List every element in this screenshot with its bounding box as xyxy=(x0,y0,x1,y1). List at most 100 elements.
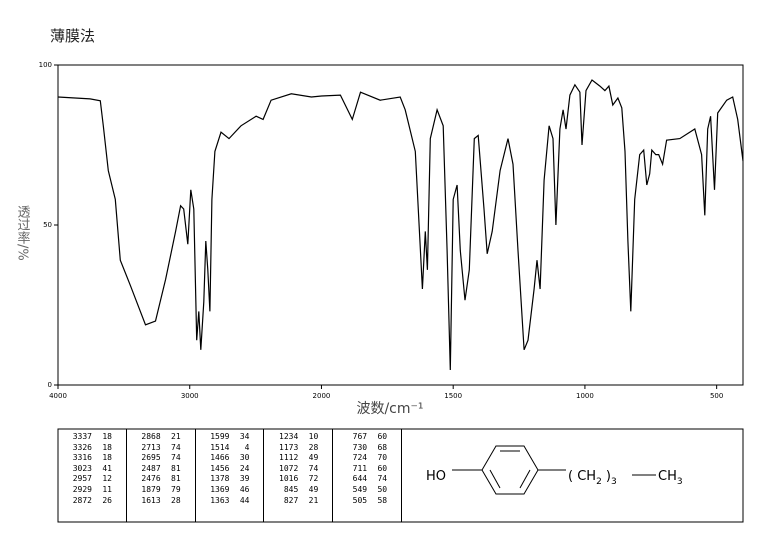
peak-wavenumber: 2957 xyxy=(72,474,92,484)
peak-wavenumber: 2713 xyxy=(141,442,161,452)
peak-entry: 644 74 xyxy=(339,474,401,485)
peak-transmittance: 68 xyxy=(377,442,388,452)
peak-entry: 2487 81 xyxy=(133,464,195,475)
peak-entry: 1016 72 xyxy=(270,474,332,485)
peak-wavenumber: 845 xyxy=(283,484,299,494)
peak-transmittance: 30 xyxy=(239,453,250,463)
peak-wavenumber: 1072 xyxy=(279,463,299,473)
peak-transmittance: 4 xyxy=(244,442,250,452)
peak-wavenumber: 1378 xyxy=(210,474,230,484)
peak-wavenumber: 730 xyxy=(352,442,368,452)
peak-entry: 2929 11 xyxy=(64,485,126,496)
peak-entry: 1466 30 xyxy=(202,453,264,464)
peak-entry: 711 60 xyxy=(339,464,401,475)
peak-wavenumber: 1466 xyxy=(210,453,230,463)
peak-entry: 2868 21 xyxy=(133,432,195,443)
peak-entry: 724 70 xyxy=(339,453,401,464)
peak-entry: 2476 81 xyxy=(133,474,195,485)
peak-wavenumber: 1879 xyxy=(141,484,161,494)
subscript: 3 xyxy=(611,477,617,487)
peak-entry: 827 21 xyxy=(270,496,332,507)
peak-wavenumber: 1456 xyxy=(210,463,230,473)
peak-entry: 845 49 xyxy=(270,485,332,496)
peak-wavenumber: 1234 xyxy=(279,432,299,441)
peak-transmittance: 21 xyxy=(171,432,181,441)
peak-entry: 505 58 xyxy=(339,496,401,507)
peak-wavenumber: 711 xyxy=(352,463,368,473)
peak-transmittance: 24 xyxy=(239,463,250,473)
y-tick-label: 0 xyxy=(48,381,52,389)
peak-wavenumber: 767 xyxy=(352,432,368,441)
structure-end: CH3 xyxy=(658,469,683,487)
peak-transmittance: 79 xyxy=(171,484,181,494)
peak-transmittance: 21 xyxy=(308,495,319,505)
peak-entry: 1234 10 xyxy=(270,432,332,443)
peak-transmittance: 49 xyxy=(308,484,319,494)
peak-entry: 3326 18 xyxy=(64,443,126,454)
peak-transmittance: 60 xyxy=(377,432,388,441)
peak-entry: 1363 44 xyxy=(202,496,264,507)
peak-transmittance: 49 xyxy=(308,453,319,463)
peak-wavenumber: 3316 xyxy=(72,453,92,463)
peak-entry: 767 60 xyxy=(339,432,401,443)
peak-transmittance: 26 xyxy=(102,495,112,505)
peak-transmittance: 81 xyxy=(171,474,181,484)
peak-transmittance: 11 xyxy=(102,484,112,494)
spectrum-line xyxy=(57,79,744,371)
peak-wavenumber: 505 xyxy=(352,495,368,505)
peak-wavenumber: 1599 xyxy=(210,432,230,441)
structure xyxy=(452,445,656,495)
peak-transmittance: 44 xyxy=(239,495,250,505)
peak-transmittance: 41 xyxy=(102,463,112,473)
peak-transmittance: 18 xyxy=(102,432,112,441)
peak-entry: 1879 79 xyxy=(133,485,195,496)
peak-transmittance: 10 xyxy=(308,432,319,441)
peak-entry: 1072 74 xyxy=(270,464,332,475)
peak-entry: 2957 12 xyxy=(64,474,126,485)
double-bond xyxy=(519,469,531,489)
plot-frame xyxy=(57,64,744,386)
peak-wavenumber: 3337 xyxy=(72,432,92,441)
peak-entry: 2695 74 xyxy=(133,453,195,464)
subscript: 2 xyxy=(596,477,602,487)
chain-group: ( CH xyxy=(568,469,596,484)
y-tick-label: 100 xyxy=(39,61,52,69)
double-bond xyxy=(489,469,501,489)
peak-wavenumber: 644 xyxy=(352,474,368,484)
y-tick-label: 50 xyxy=(43,221,52,229)
peak-wavenumber: 1514 xyxy=(210,442,230,452)
peak-column: 767 60 730 68 724 70 711 60 644 74 549 50 505 58 xyxy=(332,429,402,522)
peak-wavenumber: 2476 xyxy=(141,474,161,484)
x-tick-label: 500 xyxy=(710,392,723,400)
peak-transmittance: 46 xyxy=(239,484,250,494)
x-tick-label: 4000 xyxy=(49,392,67,400)
peak-row: 3337 18 3326 18 3316 18 3023 41 2957 12 2929 11 2872… xyxy=(58,429,402,522)
peak-transmittance: 74 xyxy=(308,463,319,473)
peak-column: 3337 18 3326 18 3316 18 3023 41 2957 12 2929 11 2872… xyxy=(58,429,127,522)
peak-column: 2868 21 2713 74 2695 74 2487 81 2476 81 1879 79 1613… xyxy=(126,429,196,522)
peak-wavenumber: 2868 xyxy=(141,432,161,441)
peak-wavenumber: 1613 xyxy=(141,495,161,505)
x-tick-label: 1500 xyxy=(444,392,462,400)
peak-transmittance: 81 xyxy=(171,463,181,473)
peak-wavenumber: 3326 xyxy=(72,442,92,452)
paren: ) xyxy=(602,469,611,484)
peak-entry: 3023 41 xyxy=(64,464,126,475)
peak-transmittance: 74 xyxy=(377,474,388,484)
peak-wavenumber: 724 xyxy=(352,453,368,463)
peak-entry: 3337 18 xyxy=(64,432,126,443)
structure-label: HO xyxy=(426,469,446,484)
peak-transmittance: 72 xyxy=(308,474,319,484)
peak-wavenumber: 2487 xyxy=(141,463,161,473)
structure-chain: ( CH2 )3 xyxy=(568,469,617,487)
peak-entry: 1514 4 xyxy=(202,443,264,454)
peak-wavenumber: 1369 xyxy=(210,484,230,494)
peak-transmittance: 74 xyxy=(171,453,181,463)
peak-transmittance: 18 xyxy=(102,442,112,452)
peak-entry: 1613 28 xyxy=(133,496,195,507)
peak-transmittance: 60 xyxy=(377,463,388,473)
peak-entry: 1173 28 xyxy=(270,443,332,454)
peak-column: 1234 10 1173 28 1112 49 1072 74 1016 72 845 49 827 21 xyxy=(263,429,334,522)
